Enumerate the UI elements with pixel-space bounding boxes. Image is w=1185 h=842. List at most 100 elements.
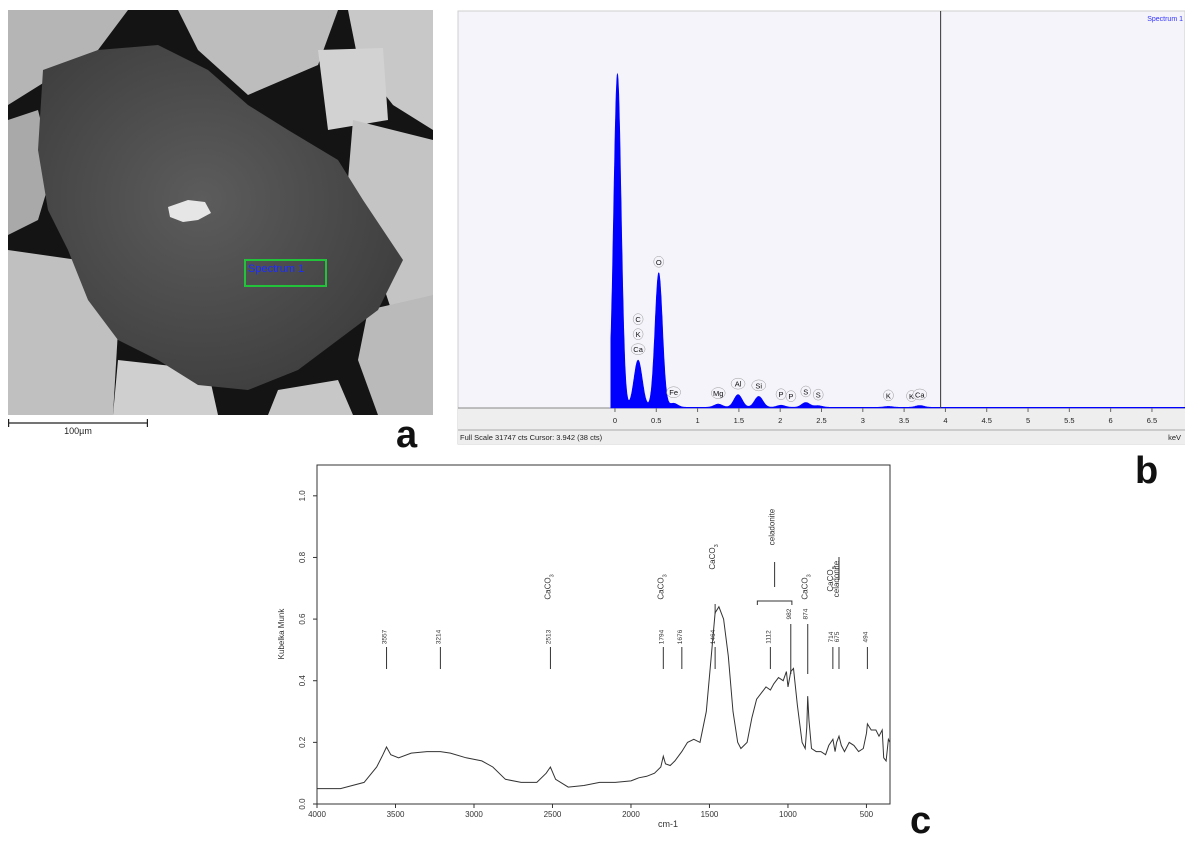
eds-x-axis-label: keV xyxy=(1168,433,1181,442)
eds-element-label: S xyxy=(812,388,824,401)
grain xyxy=(178,10,338,95)
sem-image: Spectrum 1 100µm xyxy=(8,10,433,436)
eds-x-tick-label: 3 xyxy=(861,416,865,425)
eds-legend: Spectrum 1 xyxy=(1147,16,1183,23)
ftir-plot-frame xyxy=(316,464,891,805)
eds-element-label: Ca xyxy=(630,343,646,355)
eds-element-label-bubble xyxy=(785,390,797,402)
ftir-peak-label: 982 xyxy=(786,608,793,619)
eds-x-tick-label: 4 xyxy=(943,416,947,425)
ftir-y-tick-label: 0.8 xyxy=(298,551,307,563)
eds-x-tick-label: 6.5 xyxy=(1147,416,1157,425)
eds-x-tick-label: 6 xyxy=(1109,416,1113,425)
eds-x-tick-label: 1 xyxy=(695,416,699,425)
ftir-peak-label: 714 xyxy=(828,631,835,642)
ftir-x-tick-label: 2500 xyxy=(544,810,562,819)
panel-letter-a: a xyxy=(396,414,418,456)
eds-x-tick-label: 5.5 xyxy=(1064,416,1074,425)
panel-letter-c: c xyxy=(910,800,932,842)
eds-element-label-bubble xyxy=(632,313,644,325)
eds-element-label: K xyxy=(632,328,644,340)
eds-element-label-text: P xyxy=(779,390,784,399)
eds-element-label: Ca xyxy=(912,388,928,401)
eds-element-label-text: C xyxy=(635,315,641,324)
particle xyxy=(38,45,403,390)
ftir-peak-label: 2513 xyxy=(545,629,552,644)
scale-bar-label: 100µm xyxy=(64,426,92,436)
eds-element-label-bubble xyxy=(883,389,894,402)
eds-element-label: Mg xyxy=(710,387,726,399)
ftir-y-tick-label: 0.4 xyxy=(298,675,307,687)
ftir-spectrum-line xyxy=(317,605,891,790)
eds-element-label-bubble xyxy=(812,388,824,401)
grain xyxy=(358,295,433,415)
eds-element-label-bubble xyxy=(710,387,726,399)
ftir-peak-label: 3214 xyxy=(435,629,442,644)
ftir-x-tick-label: 4000 xyxy=(308,810,326,819)
ftir-peak-label: 1794 xyxy=(658,629,665,644)
eds-element-label-text: P xyxy=(788,392,793,401)
inclusion xyxy=(168,200,211,222)
ftir-peak-label: 494 xyxy=(862,631,869,642)
eds-element-label-bubble xyxy=(630,343,646,355)
ftir-x-tick-label: 1500 xyxy=(701,810,719,819)
eds-element-label-text: K xyxy=(636,330,641,339)
spectrum-region-box[interactable] xyxy=(244,259,327,287)
eds-element-label-text: O xyxy=(656,258,662,267)
ftir-x-tick-label: 500 xyxy=(860,810,874,819)
eds-element-label: Fe xyxy=(666,386,681,398)
eds-element-label-text: Si xyxy=(755,381,762,390)
eds-element-label-text: S xyxy=(816,391,821,400)
eds-element-label-text: Mg xyxy=(713,389,723,398)
grain xyxy=(318,48,388,130)
eds-element-label-text: S xyxy=(803,387,808,396)
eds-frame xyxy=(457,10,1185,445)
ftir-x-tick-label: 1000 xyxy=(779,810,797,819)
ftir-celadonite-label: celadonite xyxy=(768,508,777,545)
eds-element-label-text: K xyxy=(909,392,914,401)
eds-element-label-bubble xyxy=(653,256,665,268)
ftir-peak-label: 1676 xyxy=(677,629,684,644)
eds-element-label: Si xyxy=(751,379,766,392)
grain xyxy=(348,10,433,130)
ftir-x-tick-label: 3500 xyxy=(387,810,405,819)
eds-x-tick-label: 5 xyxy=(1026,416,1030,425)
ftir-x-tick-label: 3000 xyxy=(465,810,483,819)
eds-element-label-text: Ca xyxy=(915,390,925,399)
sem-panel: Spectrum 1 100µm a xyxy=(8,10,433,454)
ftir-peak-label: 1464 xyxy=(710,629,717,644)
eds-element-label: O xyxy=(653,256,665,268)
grain xyxy=(8,10,128,105)
eds-x-tick-label: 1.5 xyxy=(734,416,744,425)
eds-spectrum-area xyxy=(610,72,1185,409)
eds-element-label: C xyxy=(632,313,644,325)
ftir-compound-label: celadonite xyxy=(832,560,841,597)
ftir-y-tick-label: 0.6 xyxy=(298,613,307,625)
eds-x-tick-label: 0.5 xyxy=(651,416,661,425)
ftir-celadonite-bracket xyxy=(756,600,793,605)
eds-element-label-text: Al xyxy=(735,380,742,389)
eds-status-text: Full Scale 31747 cts Cursor: 3.942 (38 c… xyxy=(460,433,603,442)
grain xyxy=(268,380,353,415)
eds-element-label-bubble xyxy=(666,386,681,398)
ftir-x-tick-label: 2000 xyxy=(622,810,640,819)
ftir-y-axis-label: Kubelka Munk xyxy=(277,608,286,660)
ftir-y-tick-label: 0.2 xyxy=(298,736,307,748)
panel-letter-b: b xyxy=(1135,450,1159,492)
eds-element-label: S xyxy=(800,385,812,398)
ftir-compound-label: CaCO3 xyxy=(543,574,555,599)
ftir-peak-label: 1112 xyxy=(765,630,772,644)
eds-axis-band xyxy=(458,408,1185,444)
ftir-peak-label: 675 xyxy=(834,631,841,642)
eds-x-tick-label: 2.5 xyxy=(816,416,826,425)
ftir-peak-label: 3557 xyxy=(382,629,389,644)
eds-element-label: P xyxy=(785,390,797,402)
eds-x-tick-label: 4.5 xyxy=(982,416,992,425)
ftir-y-tick-label: 0.0 xyxy=(298,798,307,810)
ftir-y-tick-label: 1.0 xyxy=(298,490,307,502)
eds-element-label: Al xyxy=(730,377,746,390)
ftir-spectrum-chart: Kubelka Munk cm-1 4000 3500 3000 2500 2000 15… xyxy=(277,464,891,829)
eds-element-label-text: K xyxy=(886,391,891,400)
ftir-panel: Kubelka Munk cm-1 4000 3500 3000 2500 2000 15… xyxy=(270,462,950,840)
eds-panel: Spectrum 1 Full Scale 31747 cts Cursor: … xyxy=(455,8,1185,490)
